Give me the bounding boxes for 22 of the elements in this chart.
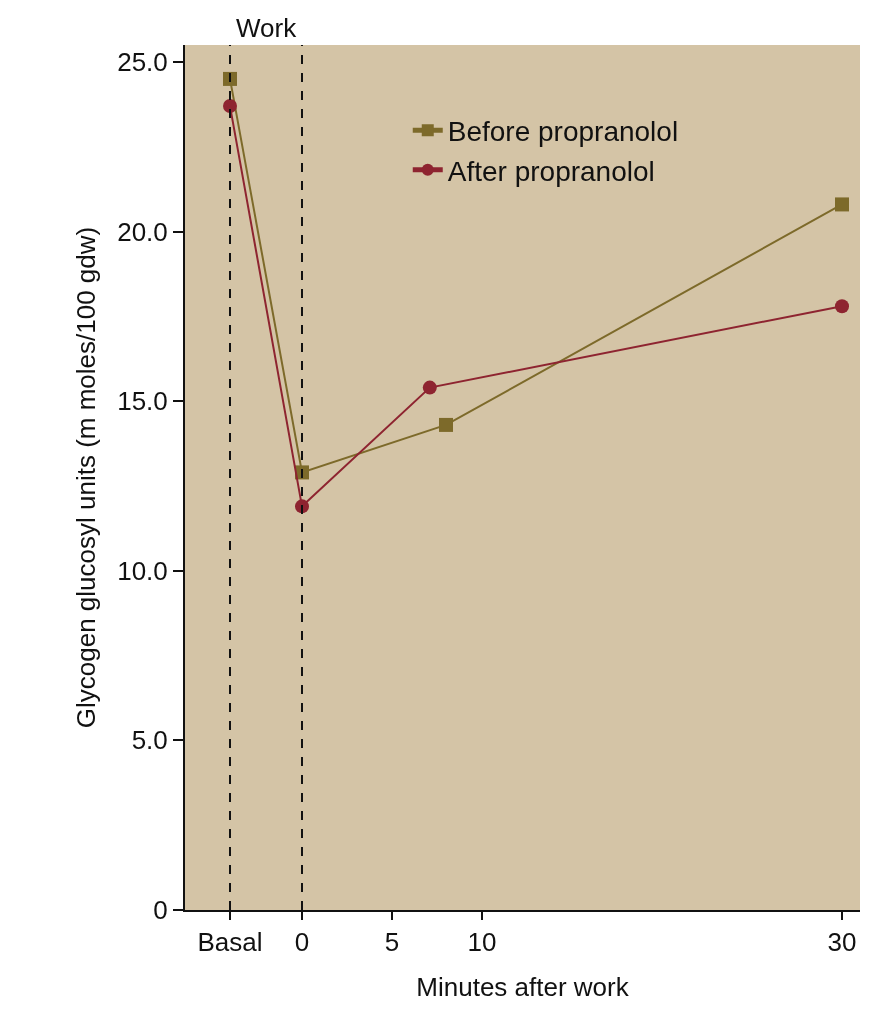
x-tick-label: 0: [294, 927, 310, 958]
point: [223, 71, 237, 86]
point: [439, 417, 453, 432]
y-tick-label: 25.0: [117, 47, 168, 78]
y-tick-label: 15.0: [117, 386, 168, 417]
legend-label: Before propranolol: [447, 116, 679, 148]
legend-label: After propranolol: [447, 155, 655, 187]
y-tick-label: 5.0: [131, 725, 168, 756]
point: [422, 380, 437, 395]
point: [223, 99, 237, 114]
x-tick-label: 30: [827, 927, 857, 958]
point: [835, 197, 849, 212]
y-tick-label: 0: [153, 895, 168, 926]
x-tick-label: 10: [467, 927, 497, 958]
y-tick-label: 10.0: [117, 555, 168, 586]
x-tick-label: Basal: [197, 927, 263, 958]
y-tick-label: 20.0: [117, 216, 168, 247]
y-axis-title: Glycogen glucosyl units (m moles/100 gdw): [71, 226, 102, 729]
text: Work: [236, 13, 298, 43]
x-axis-title: Minutes after work: [416, 972, 630, 1003]
x-tick-label: 5: [384, 927, 400, 958]
point: [835, 299, 849, 314]
